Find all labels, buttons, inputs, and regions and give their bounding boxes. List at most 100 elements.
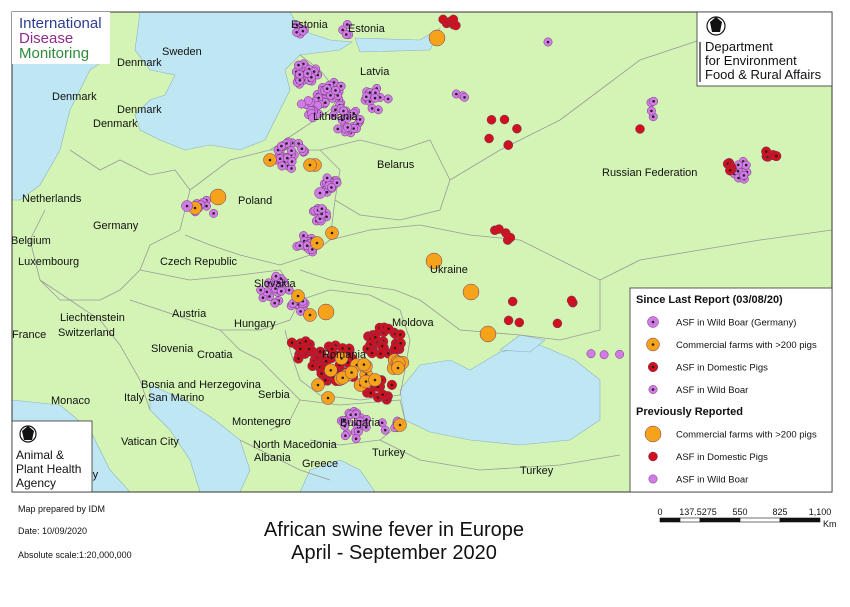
marker: [499, 114, 510, 125]
scale-tick-label: 1,100: [809, 507, 832, 517]
marker-dot: [348, 353, 351, 356]
marker-dot: [332, 81, 336, 84]
country-label: Poland: [238, 195, 272, 207]
country-label: Belgium: [11, 235, 51, 247]
scale-segment: [779, 517, 821, 523]
marker-dot: [265, 290, 269, 294]
scale-label: Absolute scale:1:20,000,000: [18, 550, 132, 560]
marker-dot: [305, 244, 309, 247]
marker-dot: [330, 231, 334, 235]
marker-dot: [386, 97, 390, 101]
marker-dot: [290, 160, 294, 163]
scale-segment: [679, 517, 701, 523]
marker-dot: [274, 274, 278, 278]
marker-dot: [390, 383, 394, 387]
country-label: Italy: [124, 392, 145, 404]
marker-dot: [296, 294, 300, 298]
marker: [479, 325, 497, 343]
country-labels: Estonia EstoniaSwedenDenmarkLatviaDenmark…: [11, 19, 697, 481]
marker-dot: [287, 288, 291, 292]
marker: [451, 20, 461, 31]
marker-dot: [340, 357, 343, 360]
marker-dot: [297, 357, 300, 360]
defra-logo: Department for Environment Food & Rural …: [696, 11, 833, 87]
marker-dot: [378, 96, 382, 99]
scale-tick-label: 825: [772, 507, 787, 517]
marker: [507, 296, 518, 307]
prepared-by: Map prepared by IDM: [18, 504, 105, 514]
marker-dot: [290, 149, 293, 152]
marker-dot: [354, 413, 358, 416]
apha-crest-shape: [22, 426, 34, 440]
marker-dot: [651, 115, 655, 118]
apha-line-2: Plant Health: [16, 462, 81, 476]
marker-dot: [278, 157, 282, 160]
country-label: Lithuania: [313, 111, 359, 123]
marker-dot: [302, 234, 305, 237]
marker-dot: [339, 84, 343, 88]
marker-dot: [334, 89, 337, 92]
apha-logo: Animal & Plant Health Agency: [11, 420, 93, 493]
marker-dot: [396, 366, 400, 370]
marker-dot: [399, 333, 402, 336]
marker-dot: [386, 352, 390, 355]
marker: [514, 317, 525, 328]
marker-dot: [316, 383, 320, 387]
marker-dot: [318, 350, 322, 354]
marker-dot: [728, 169, 732, 172]
marker-dot: [261, 296, 265, 300]
marker-dot: [650, 109, 653, 113]
marker-dot: [318, 191, 322, 195]
marker-dot: [364, 425, 368, 429]
marker: [503, 315, 514, 326]
crest-shape: [710, 17, 722, 32]
country-label: Romania: [322, 349, 367, 361]
marker-dot: [279, 277, 283, 280]
marker-dot: [358, 118, 362, 121]
marker-dot: [336, 127, 340, 131]
marker-dot: [285, 142, 288, 145]
country-label: Hungary: [234, 318, 276, 330]
marker-dot: [345, 33, 348, 36]
marker-dot: [325, 176, 329, 180]
country-label: Slovakia: [254, 278, 296, 290]
marker-dot: [775, 154, 778, 158]
legend-box: [629, 287, 833, 493]
marker-dot: [651, 365, 655, 369]
marker-dot: [652, 100, 655, 103]
marker-dot: [273, 301, 277, 305]
country-label: Slovenia: [151, 343, 194, 355]
country-label: Germany: [93, 220, 139, 232]
country-label: Monaco: [51, 395, 90, 407]
defra-line-2: for Environment: [705, 53, 797, 68]
marker: [648, 474, 658, 484]
marker-dot: [308, 313, 312, 317]
marker-dot: [324, 359, 328, 363]
defra-line-1: Department: [705, 39, 773, 54]
marker-dot: [307, 347, 311, 351]
marker-dot: [651, 320, 655, 324]
scale-value: 1:20,000,000: [79, 550, 132, 560]
country-label: Ukraine: [430, 264, 468, 276]
marker-dot: [651, 388, 655, 391]
marker-dot: [320, 207, 324, 210]
marker-dot: [357, 430, 360, 434]
marker-dot: [764, 150, 768, 153]
legend-item: ASF in Wild Boar: [676, 475, 748, 486]
country-label: Vatican City: [121, 436, 179, 448]
marker-dot: [300, 147, 304, 150]
marker-dot: [329, 94, 332, 97]
country-label: Sweden: [162, 46, 202, 58]
country-label: Belarus: [377, 159, 415, 171]
marker-dot: [354, 437, 358, 441]
marker-dot: [364, 380, 368, 383]
marker: [635, 124, 645, 134]
legend: Since Last Report (03/08/20) Previously …: [629, 287, 833, 493]
scale-tick-label: 550: [732, 507, 747, 517]
marker-dot: [546, 40, 550, 44]
marker: [644, 425, 662, 443]
marker-dot: [398, 423, 402, 427]
marker-dot: [330, 186, 333, 189]
marker-dot: [344, 434, 347, 438]
marker-dot: [742, 174, 746, 177]
